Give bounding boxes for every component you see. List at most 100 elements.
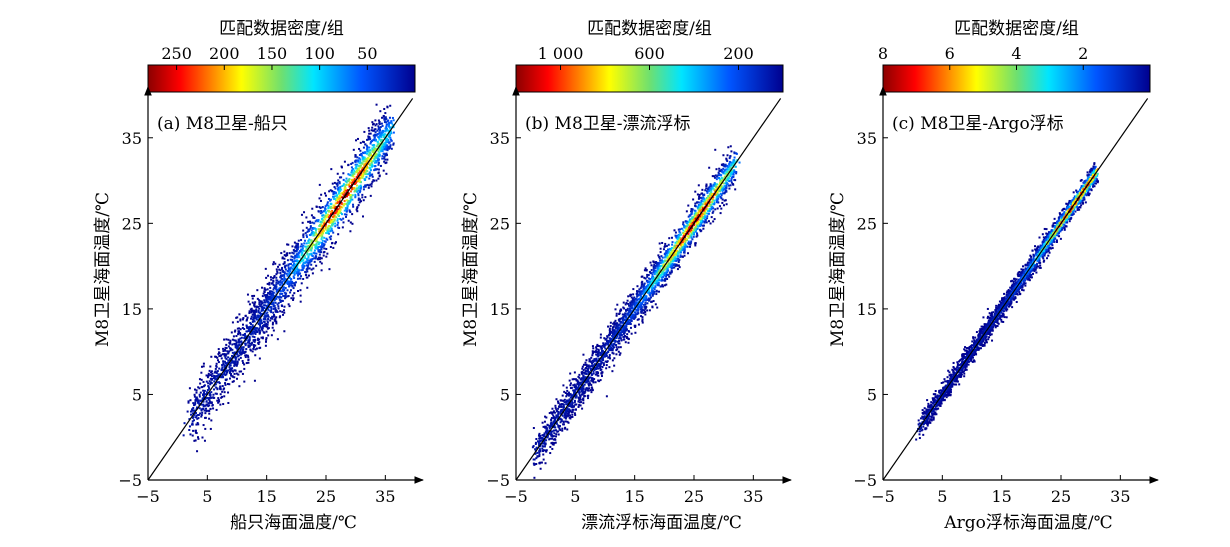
data-point [242,346,245,349]
data-point [362,140,365,143]
data-point [316,241,319,244]
data-point [276,290,279,293]
data-point [574,396,577,399]
data-point [589,389,592,392]
data-point [202,380,205,383]
data-point [554,404,557,407]
data-point [247,341,250,344]
data-point [261,295,264,298]
data-point [196,422,199,425]
data-point [224,382,227,385]
data-point [283,278,286,281]
data-point [550,421,553,424]
data-point [249,330,252,333]
data-point [559,418,562,421]
data-point [227,345,230,348]
data-point [639,294,642,297]
data-point [372,148,375,151]
y-tick-label: 5 [132,385,142,404]
data-point [359,166,362,169]
data-point [195,396,198,399]
data-point [679,254,682,257]
data-point [224,366,227,369]
data-point [373,161,376,164]
data-point [716,174,719,177]
data-point [688,218,691,221]
data-point [338,176,341,179]
data-point [661,279,664,282]
data-point [569,382,572,385]
data-point [329,238,332,241]
data-point [269,297,272,300]
data-point [221,366,224,369]
data-point [622,313,625,316]
data-point [708,201,711,204]
data-point [354,189,357,192]
data-point [696,193,699,196]
data-point [657,284,660,287]
data-point [331,182,334,185]
data-point [322,216,325,219]
data-point [377,145,380,148]
data-point [292,287,295,290]
data-point [545,427,548,430]
data-point [539,467,542,470]
data-point [376,155,379,158]
data-point [354,160,357,163]
panel-2: 匹配数据密度/组1 000 600 200−5 5 15 25 35−55152535(b)… [461,19,792,533]
data-point [668,271,671,274]
data-point [674,264,677,267]
data-point [719,192,722,195]
data-point [298,250,301,253]
data-point [566,410,569,413]
data-point [365,167,368,170]
data-point [344,192,347,195]
data-point [351,174,354,177]
data-point [535,462,538,465]
data-point [392,142,395,145]
data-point [678,246,681,249]
data-point [554,441,557,444]
data-point [587,389,590,392]
data-point [305,264,308,267]
data-point [216,374,219,377]
data-point [367,154,370,157]
data-point [275,322,278,325]
data-point [252,347,255,350]
data-point [354,163,357,166]
data-point [618,319,621,322]
data-point [672,253,675,256]
data-point [325,255,328,258]
data-point [603,337,606,340]
data-point [390,139,393,142]
data-point [247,330,250,333]
data-point [248,336,251,339]
data-point [278,298,281,301]
data-point [224,383,227,386]
data-point [216,370,219,373]
data-point [389,130,392,133]
data-point [734,160,737,163]
data-point [582,377,585,380]
data-point [683,234,686,237]
data-point [205,374,208,377]
data-point [248,303,251,306]
data-point [229,341,232,344]
data-point [592,360,595,363]
data-point [663,267,666,270]
data-point [622,329,625,332]
data-point [700,205,703,208]
data-point [202,400,205,403]
data-point [310,252,313,255]
data-point [554,406,557,409]
data-point [241,318,244,321]
data-point [256,297,259,300]
data-point [350,169,353,172]
data-point [622,321,625,324]
data-point [329,221,332,224]
data-point [654,269,657,272]
data-point [313,234,316,237]
data-point [323,240,326,243]
data-point [300,248,303,251]
data-point [342,184,345,187]
